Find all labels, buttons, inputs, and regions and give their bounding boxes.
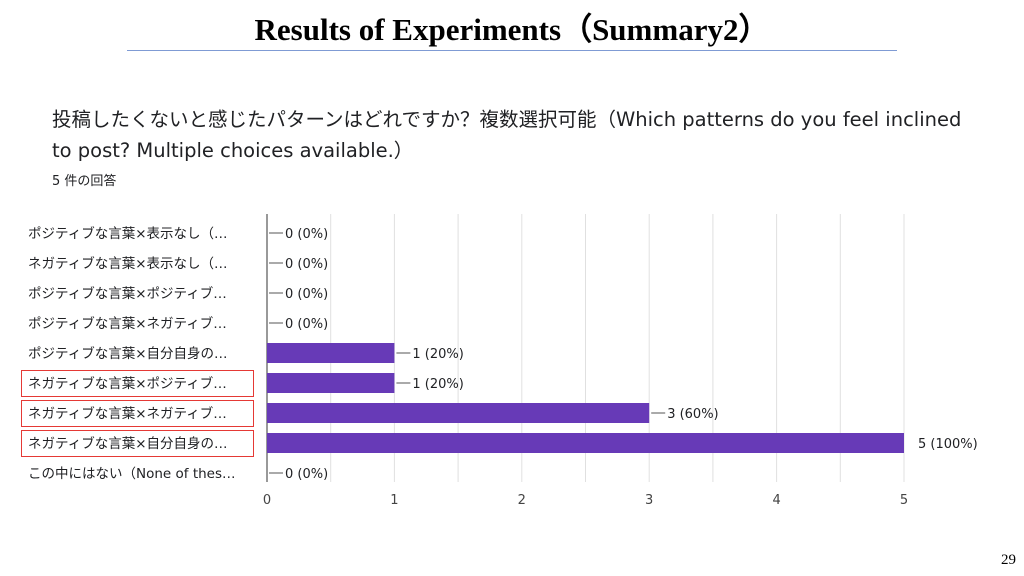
data-label: 0 (0%) [285,467,328,482]
category-label: ポジティブな言葉×表示なし（… [28,225,228,242]
data-label: 0 (0%) [285,257,328,272]
x-tick-label: 3 [645,493,653,508]
page-number: 29 [1001,552,1016,568]
response-count: 5 件の回答 [52,174,117,189]
x-tick-label: 2 [518,493,526,508]
bar [267,373,395,393]
category-label: ネガティブな言葉×自分自身の… [28,435,228,452]
data-label: 5 (100%) [918,437,978,452]
category-label: ネガティブな言葉×表示なし（… [28,255,228,272]
category-label: ネガティブな言葉×ネガティブ… [28,405,227,422]
category-label: ポジティブな言葉×自分自身の… [28,345,228,362]
x-tick-label: 0 [263,493,271,508]
bar [267,433,904,453]
bar-chart: 0 1 2 3 4 5 ポジティブな言葉×表示なし（… 0 (0%) ネガティブな言葉×表示なし… [0,205,1024,525]
x-tick-label: 5 [900,493,908,508]
data-label: 1 (20%) [412,347,463,362]
data-label: 3 (60%) [667,407,718,422]
data-label: 0 (0%) [285,227,328,242]
slide-title: Results of Experiments（Summary2） [254,12,770,47]
x-tick-label: 4 [772,493,780,508]
data-label: 1 (20%) [412,377,463,392]
chart-svg: 0 1 2 3 4 5 ポジティブな言葉×表示なし（… 0 (0%) ネガティブな言葉×表示なし… [28,214,978,508]
data-label: 0 (0%) [285,287,328,302]
question-title: 投稿したくないと感じたパターンはどれですか？複数選択可能（Which patte… [52,108,962,162]
data-label: 0 (0%) [285,317,328,332]
category-label: ネガティブな言葉×ポジティブ… [28,375,227,392]
bar [267,403,650,423]
highlight-box [21,370,254,397]
highlight-box [21,430,254,457]
category-label: この中にはない（None of thes… [28,466,236,482]
highlight-box [21,400,254,427]
bar [267,343,395,363]
category-label: ポジティブな言葉×ポジティブ… [28,285,227,302]
x-tick-label: 1 [390,493,398,508]
category-label: ポジティブな言葉×ネガティブ… [28,315,227,332]
title-divider [127,50,897,51]
